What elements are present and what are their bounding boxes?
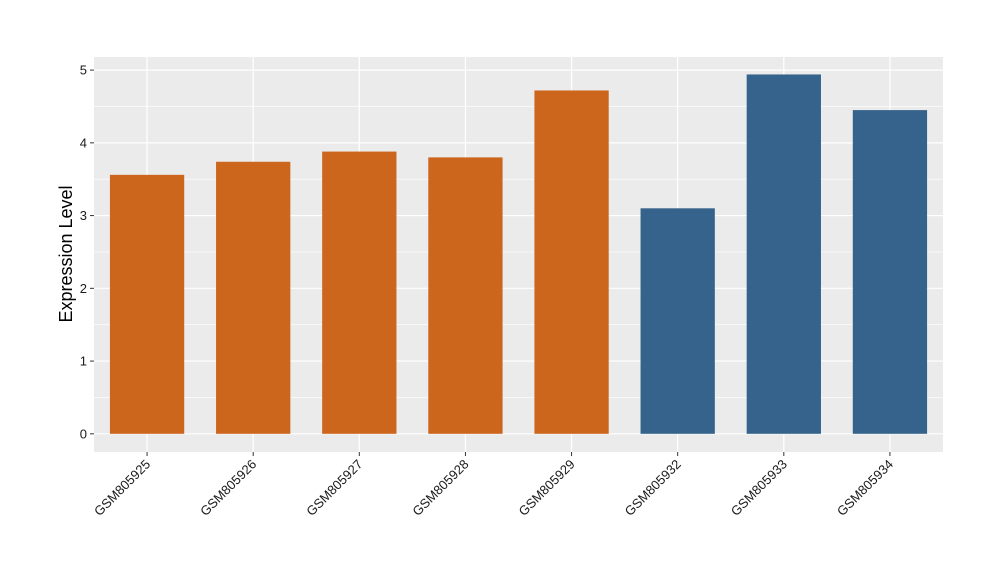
bar-GSM805928	[428, 157, 503, 434]
bar-GSM805925	[109, 174, 185, 434]
bar-GSM805933	[746, 74, 821, 434]
x-tick-label: GSM805932	[622, 457, 684, 519]
x-tick-label: GSM805933	[728, 457, 790, 519]
x-tick-label: GSM805925	[91, 457, 153, 519]
y-tick-label: 3	[80, 208, 87, 223]
bar-GSM805926	[216, 161, 291, 434]
x-axis: GSM805925 GSM805926 GSM805927 GSM805928 GSM8…	[91, 452, 896, 519]
y-axis-title: Expression Level	[56, 185, 76, 322]
y-tick-label: 4	[80, 135, 87, 150]
y-tick-label: 0	[80, 426, 87, 441]
y-tick-label: 1	[80, 354, 87, 369]
bar-GSM805927	[322, 151, 397, 434]
x-tick-label: GSM805926	[197, 457, 259, 519]
bar-GSM805929	[534, 90, 609, 434]
bar-GSM805932	[640, 208, 715, 434]
bars	[109, 74, 928, 434]
x-tick-label: GSM805929	[515, 457, 577, 519]
x-tick-label: GSM805928	[409, 457, 471, 519]
y-tick-label: 2	[80, 281, 87, 296]
x-tick-label: GSM805934	[834, 457, 896, 519]
y-axis: 0 1 2 3 4 5	[80, 63, 94, 441]
bar-GSM805934	[852, 110, 928, 434]
y-tick-label: 5	[80, 63, 87, 78]
x-tick-label: GSM805927	[303, 457, 365, 519]
